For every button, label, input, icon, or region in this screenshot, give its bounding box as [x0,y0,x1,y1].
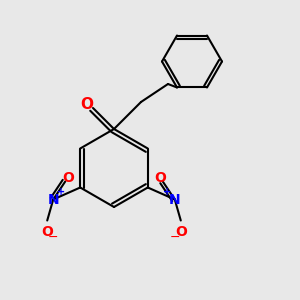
Text: O: O [62,172,74,185]
Text: O: O [41,226,53,239]
Text: N: N [47,193,59,206]
Text: N: N [169,193,181,206]
Text: −: − [169,230,180,244]
Text: +: + [57,187,65,197]
Text: O: O [175,226,187,239]
Text: +: + [163,187,171,197]
Text: −: − [48,230,58,244]
Text: O: O [154,172,166,185]
Text: O: O [80,98,94,112]
